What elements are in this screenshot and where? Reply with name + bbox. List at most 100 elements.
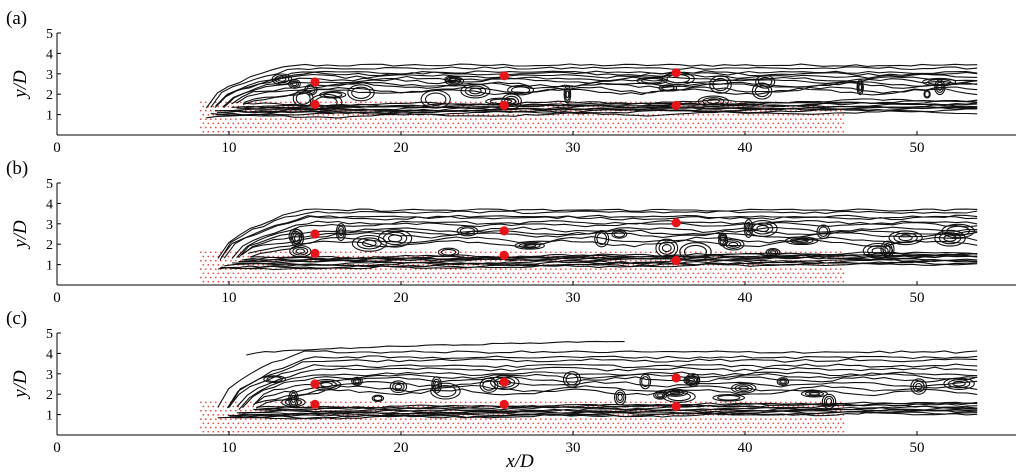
seed-dot: [287, 122, 290, 125]
seed-dot: [232, 130, 235, 133]
seed-dot: [439, 101, 442, 104]
seed-dot: [257, 280, 260, 283]
seed-dot: [372, 422, 375, 425]
seed-dot: [537, 122, 540, 125]
seed-dot: [364, 251, 367, 254]
seed-dot: [264, 426, 267, 429]
seed-dot: [829, 426, 832, 429]
seed-dot: [577, 114, 580, 116]
seed-dot: [384, 401, 387, 404]
seed-dot: [482, 280, 485, 283]
seed-dot: [607, 272, 610, 275]
seed-dot: [784, 268, 787, 270]
seed-dot: [747, 280, 750, 283]
seed-dot: [224, 409, 227, 412]
seed-dot: [799, 251, 802, 254]
vortex-contour: [943, 234, 957, 242]
seed-dot: [582, 130, 585, 133]
marker-point: [310, 379, 320, 389]
seed-dot: [427, 422, 430, 425]
seed-dot: [397, 122, 400, 125]
seed-dot: [267, 272, 270, 275]
seed-dot: [792, 280, 795, 283]
seed-dot: [532, 130, 535, 133]
seed-dot: [464, 268, 467, 270]
seed-dot: [577, 272, 580, 275]
seed-dot: [799, 426, 802, 429]
seed-dot: [329, 251, 332, 254]
seed-dot: [379, 426, 382, 429]
seed-dot: [692, 114, 695, 116]
seed-dot: [429, 401, 432, 404]
seed-dot: [407, 272, 410, 275]
seed-dot: [222, 122, 225, 125]
seed-dot: [347, 280, 350, 283]
seed-dot: [339, 268, 342, 270]
seed-dot: [524, 118, 527, 120]
seed-dot: [804, 251, 807, 254]
seed-dot: [807, 122, 810, 125]
seed-dot: [802, 422, 805, 425]
seed-dot: [692, 272, 695, 275]
seed-dot: [322, 114, 325, 116]
contour-upper: [252, 376, 978, 406]
seed-dot: [679, 126, 682, 129]
seed-dot: [827, 130, 830, 133]
seed-dot: [309, 276, 312, 279]
seed-dot: [822, 280, 825, 283]
seed-dot: [387, 422, 390, 425]
contour-upper: [215, 70, 978, 107]
seed-dot: [419, 418, 422, 420]
vortex-contour: [434, 384, 457, 398]
seed-dot: [627, 414, 630, 416]
seed-dot: [369, 126, 372, 129]
seed-dot: [484, 401, 487, 404]
seed-dot: [602, 122, 605, 125]
seed-dot: [639, 101, 642, 104]
seed-dot: [834, 409, 837, 412]
vortex-contour: [295, 248, 306, 254]
seed-dot: [224, 101, 227, 104]
seed-dot: [582, 114, 585, 116]
seed-dot: [259, 276, 262, 279]
seed-dot: [682, 422, 685, 425]
vortex-contour: [893, 232, 918, 244]
seed-dot: [422, 422, 425, 425]
seed-dot: [452, 122, 455, 125]
seed-dot: [789, 276, 792, 279]
seed-dot: [592, 130, 595, 133]
seed-dot: [237, 130, 240, 133]
seed-dot: [592, 280, 595, 283]
seed-dot: [704, 126, 707, 129]
seed-dot: [547, 130, 550, 133]
seed-dot: [554, 401, 557, 404]
seed-dot: [349, 101, 352, 104]
seed-dot: [582, 272, 585, 275]
seed-dot: [424, 418, 427, 420]
seed-dot: [334, 276, 337, 279]
seed-dot: [584, 276, 587, 279]
seed-dot: [714, 268, 717, 270]
seed-dot: [199, 251, 202, 254]
contour-lower: [249, 251, 978, 261]
seed-dot: [514, 426, 517, 429]
vortex-contour: [351, 376, 363, 386]
seed-dot: [494, 401, 497, 404]
seed-dot: [559, 251, 562, 254]
seed-dot: [629, 101, 632, 104]
seed-dot: [669, 418, 672, 420]
seed-dot: [812, 130, 815, 133]
seed-dot: [637, 122, 640, 125]
seed-dot: [417, 405, 420, 408]
seed-dot: [244, 126, 247, 129]
seed-dot: [444, 251, 447, 254]
seed-dot: [602, 422, 605, 425]
vortex-contour: [679, 242, 712, 262]
seed-dot: [357, 422, 360, 425]
seed-dot: [474, 418, 477, 420]
seed-dot: [327, 272, 330, 275]
seed-dot: [649, 101, 652, 104]
seed-dot: [582, 122, 585, 125]
seed-dot: [202, 122, 205, 125]
seed-dot: [759, 268, 762, 270]
